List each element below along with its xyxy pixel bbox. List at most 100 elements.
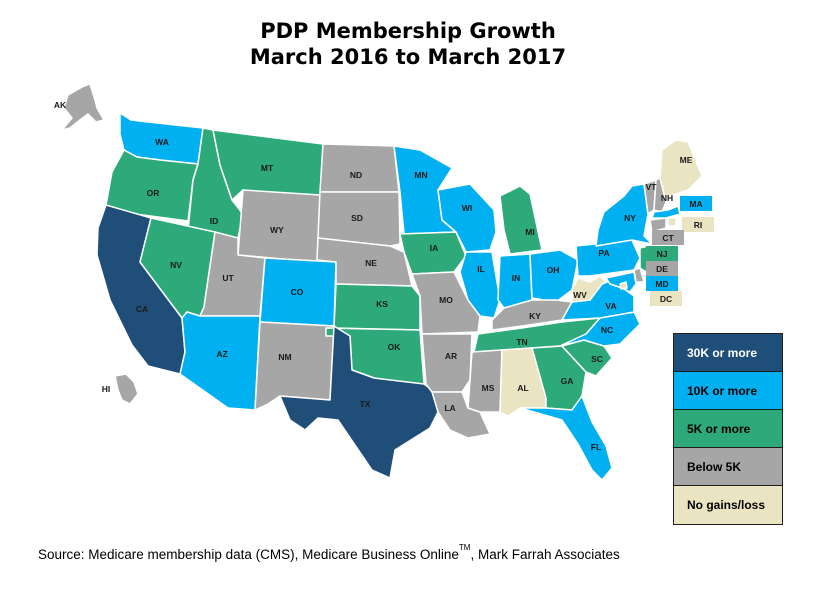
state-wv xyxy=(571,275,607,303)
label-fl: FL xyxy=(591,442,601,452)
state-ct xyxy=(649,217,667,233)
label-in: IN xyxy=(512,273,521,283)
state-fl xyxy=(519,395,613,481)
label-pa: PA xyxy=(598,248,609,258)
label-mt: MT xyxy=(261,163,274,173)
label-az: AZ xyxy=(216,349,227,359)
legend-item-10k-or-more: 10K or more xyxy=(674,372,782,410)
label-wv: WV xyxy=(573,290,587,300)
label-wi: WI xyxy=(462,203,472,213)
label-ri: RI xyxy=(694,220,703,230)
trademark-symbol: TM xyxy=(458,543,471,552)
state-ak xyxy=(61,83,105,131)
label-wy: WY xyxy=(270,225,284,235)
label-al: AL xyxy=(517,383,528,393)
label-ks: KS xyxy=(376,299,388,309)
label-ia: IA xyxy=(430,243,439,253)
label-nm: NM xyxy=(278,352,291,362)
label-ga: GA xyxy=(561,376,574,386)
state-ms xyxy=(467,349,503,413)
state-me xyxy=(659,139,703,203)
state-md xyxy=(605,271,637,293)
label-de: DE xyxy=(656,264,668,274)
callout-box-nj xyxy=(646,246,678,261)
state-az xyxy=(179,311,261,411)
label-vt: VT xyxy=(646,182,658,192)
source-text-end: , Mark Farrah Associates xyxy=(470,547,620,562)
state-dc xyxy=(619,281,628,290)
label-oh: OH xyxy=(547,265,560,275)
state-tx xyxy=(279,325,439,479)
label-nj: NJ xyxy=(657,249,668,259)
label-ma: MA xyxy=(689,199,702,209)
state-il xyxy=(459,251,501,319)
state-ks xyxy=(333,283,421,331)
state-labels: AK HI WA OR CA ID NV MT WY UT AZ CO NM N… xyxy=(54,100,703,452)
source-note: Source: Medicare membership data (CMS), … xyxy=(38,543,620,562)
label-sd: SD xyxy=(351,213,363,223)
label-nd: ND xyxy=(350,170,362,180)
label-nv: NV xyxy=(170,260,182,270)
callout-box-ri xyxy=(682,217,714,232)
label-ms: MS xyxy=(482,383,495,393)
map-title: PDP Membership Growth March 2016 to Marc… xyxy=(0,18,816,70)
label-ar: AR xyxy=(445,351,457,361)
legend-item-5k-or-more: 5K or more xyxy=(674,410,782,448)
callout-boxes xyxy=(646,196,714,306)
label-va: VA xyxy=(605,301,616,311)
label-mo: MO xyxy=(439,295,453,305)
label-nh: NH xyxy=(661,193,673,203)
label-la: LA xyxy=(444,403,455,413)
label-sc: SC xyxy=(591,354,603,364)
label-ut: UT xyxy=(222,273,234,283)
label-ct: CT xyxy=(662,233,674,243)
legend: 30K or more 10K or more 5K or more Below… xyxy=(673,333,783,525)
state-sd xyxy=(317,191,401,247)
state-shapes xyxy=(61,83,703,481)
title-line-2: March 2016 to March 2017 xyxy=(249,45,567,69)
callout-box-ct xyxy=(652,230,684,245)
title-line-1: PDP Membership Growth xyxy=(260,19,556,43)
legend-item-no-gains-loss: No gains/loss xyxy=(674,486,782,524)
label-ne: NE xyxy=(365,258,377,268)
label-hi: HI xyxy=(102,384,111,394)
state-hi xyxy=(114,373,139,405)
label-id: ID xyxy=(210,216,219,226)
callout-box-ma xyxy=(680,196,712,211)
label-mi: MI xyxy=(525,227,534,237)
state-mi xyxy=(499,185,543,255)
label-mn: MN xyxy=(414,170,427,180)
label-tx: TX xyxy=(360,399,371,409)
state-pa xyxy=(575,239,641,277)
label-tn: TN xyxy=(516,337,527,347)
label-ak: AK xyxy=(54,100,67,110)
label-ny: NY xyxy=(624,213,636,223)
label-me: ME xyxy=(680,155,693,165)
state-ma xyxy=(651,205,681,219)
state-ri xyxy=(667,217,677,227)
label-ca: CA xyxy=(136,304,148,314)
state-oh xyxy=(529,249,579,303)
label-or: OR xyxy=(147,188,160,198)
source-text: Source: Medicare membership data (CMS), … xyxy=(38,547,459,562)
callout-box-dc xyxy=(650,291,682,306)
label-il: IL xyxy=(477,264,485,274)
legend-item-below-5k: Below 5K xyxy=(674,448,782,486)
legend-item-30k-or-more: 30K or more xyxy=(674,334,782,372)
label-co: CO xyxy=(291,287,304,297)
state-nd xyxy=(319,143,400,193)
callout-box-de xyxy=(646,261,678,276)
state-ia xyxy=(399,231,467,275)
state-mo xyxy=(411,271,481,335)
label-dc: DC xyxy=(660,294,672,304)
state-ar xyxy=(421,333,473,393)
label-nc: NC xyxy=(601,325,613,335)
label-ky: KY xyxy=(529,311,541,321)
label-wa: WA xyxy=(155,137,169,147)
label-md: MD xyxy=(655,279,668,289)
state-la xyxy=(431,391,491,439)
label-ok: OK xyxy=(388,342,402,352)
callout-box-md xyxy=(646,276,678,291)
state-wi xyxy=(437,183,497,253)
